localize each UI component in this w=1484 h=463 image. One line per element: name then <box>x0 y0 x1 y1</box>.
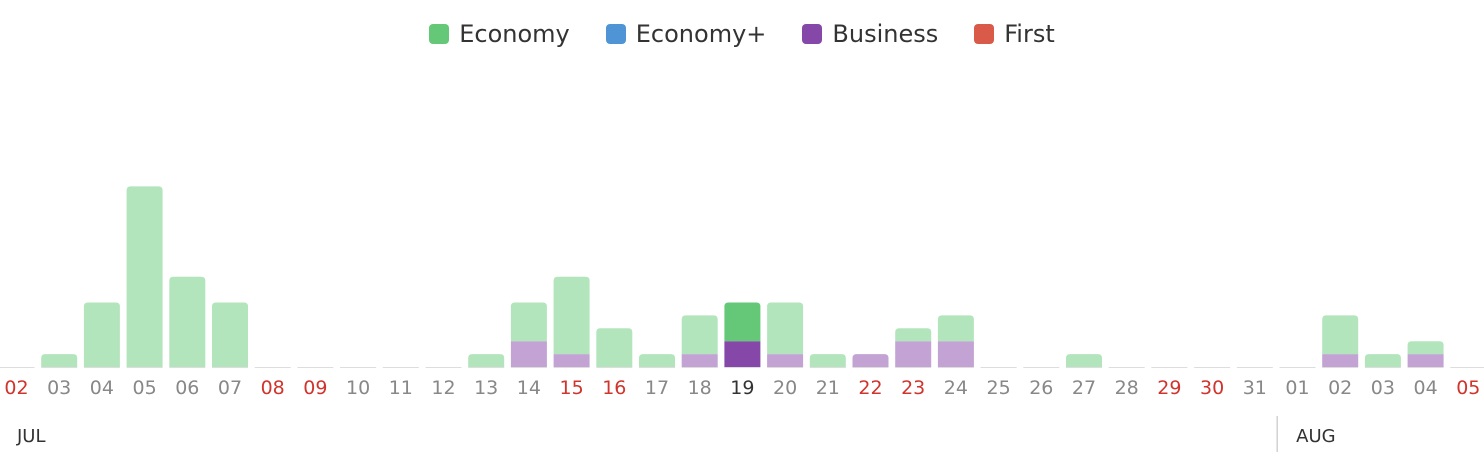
x-tick-label[interactable]: 05 <box>1456 377 1480 399</box>
x-tick-label[interactable]: 27 <box>1072 377 1096 399</box>
x-tick-label[interactable]: 24 <box>944 377 968 399</box>
legend-label: First <box>1004 20 1055 48</box>
x-tick-label[interactable]: 06 <box>175 377 199 399</box>
x-tick-label[interactable]: 01 <box>1285 377 1309 399</box>
x-tick-label[interactable]: 04 <box>1414 377 1438 399</box>
bar-economy-04[interactable] <box>1407 341 1444 355</box>
bar-business-22[interactable] <box>852 354 889 367</box>
legend-label: Economy <box>459 20 570 48</box>
bar-business-19[interactable] <box>724 341 761 367</box>
bar-economy-02[interactable] <box>1322 315 1359 355</box>
x-tick-label[interactable]: 09 <box>303 377 327 399</box>
x-tick-label[interactable]: 16 <box>602 377 626 399</box>
x-tick-label[interactable]: 05 <box>133 377 157 399</box>
x-tick-label[interactable]: 11 <box>389 377 413 399</box>
x-tick-label[interactable]: 18 <box>688 377 712 399</box>
x-tick-label[interactable]: 02 <box>4 377 28 399</box>
bar-economy-20[interactable] <box>767 302 804 355</box>
bar-economy-07[interactable] <box>212 302 248 368</box>
legend-item-economy[interactable]: Economy <box>429 20 570 48</box>
x-tick-label[interactable]: 15 <box>560 377 584 399</box>
bar-economy-03[interactable] <box>41 354 78 367</box>
x-tick-label[interactable]: 03 <box>1371 377 1395 399</box>
legend-item-first[interactable]: First <box>974 20 1055 48</box>
x-tick-label[interactable]: 12 <box>431 377 455 399</box>
bar-business-20[interactable] <box>767 354 804 367</box>
x-tick-label[interactable]: 14 <box>517 377 541 399</box>
bar-business-04[interactable] <box>1407 354 1444 367</box>
legend-swatch <box>605 24 626 44</box>
legend-swatch <box>802 24 823 44</box>
bar-economy-21[interactable] <box>809 354 846 367</box>
legend-item-economy-[interactable]: Economy+ <box>605 20 767 48</box>
legend-label: Economy+ <box>635 20 767 48</box>
x-tick-label[interactable]: 17 <box>645 377 669 399</box>
legend-label: Business <box>832 20 939 48</box>
chart-legend: Economy Economy+ Business First <box>0 20 1484 48</box>
x-tick-label[interactable]: 07 <box>218 377 242 399</box>
legend-swatch <box>429 24 450 44</box>
bar-economy-27[interactable] <box>1066 354 1102 367</box>
bar-economy-19[interactable] <box>724 302 761 342</box>
x-tick-label[interactable]: 30 <box>1200 377 1224 399</box>
legend-swatch <box>974 24 995 44</box>
x-tick-label[interactable]: 04 <box>90 377 114 399</box>
bar-economy-03[interactable] <box>1364 354 1401 367</box>
bar-business-23[interactable] <box>895 341 932 367</box>
bar-economy-23[interactable] <box>895 328 932 342</box>
x-tick-label[interactable]: 29 <box>1157 377 1181 399</box>
bar-economy-06[interactable] <box>169 276 206 367</box>
x-tick-label[interactable]: 31 <box>1243 377 1267 399</box>
x-tick-label[interactable]: 03 <box>47 377 71 399</box>
bar-economy-14[interactable] <box>510 302 547 342</box>
bar-economy-04[interactable] <box>83 302 120 368</box>
x-tick-label[interactable]: 10 <box>346 377 370 399</box>
bar-business-14[interactable] <box>510 341 547 367</box>
bar-business-18[interactable] <box>681 354 718 367</box>
x-tick-label[interactable]: 25 <box>987 377 1011 399</box>
x-tick-label[interactable]: 26 <box>1029 377 1053 399</box>
x-tick-label[interactable]: 28 <box>1115 377 1139 399</box>
x-tick-label[interactable]: 19 <box>730 377 754 399</box>
bar-business-24[interactable] <box>937 341 974 367</box>
bar-economy-05[interactable] <box>126 186 163 367</box>
month-label: AUG <box>1296 426 1335 447</box>
x-tick-label[interactable]: 08 <box>261 377 285 399</box>
bar-economy-17[interactable] <box>639 354 675 367</box>
legend-item-business[interactable]: Business <box>802 20 938 48</box>
bar-economy-24[interactable] <box>937 315 974 342</box>
bar-economy-16[interactable] <box>596 328 633 367</box>
x-tick-label[interactable]: 20 <box>773 377 797 399</box>
x-tick-label[interactable]: 13 <box>474 377 498 399</box>
month-label: JUL <box>16 426 46 447</box>
bar-business-02[interactable] <box>1322 354 1359 367</box>
bar-economy-15[interactable] <box>553 276 590 355</box>
bar-business-15[interactable] <box>553 354 590 367</box>
x-tick-label[interactable]: 21 <box>816 377 840 399</box>
x-tick-label[interactable]: 23 <box>901 377 925 399</box>
bar-economy-18[interactable] <box>681 315 718 355</box>
x-tick-label[interactable]: 22 <box>858 377 882 399</box>
bar-economy-13[interactable] <box>468 354 505 367</box>
x-tick-label[interactable]: 02 <box>1328 377 1352 399</box>
